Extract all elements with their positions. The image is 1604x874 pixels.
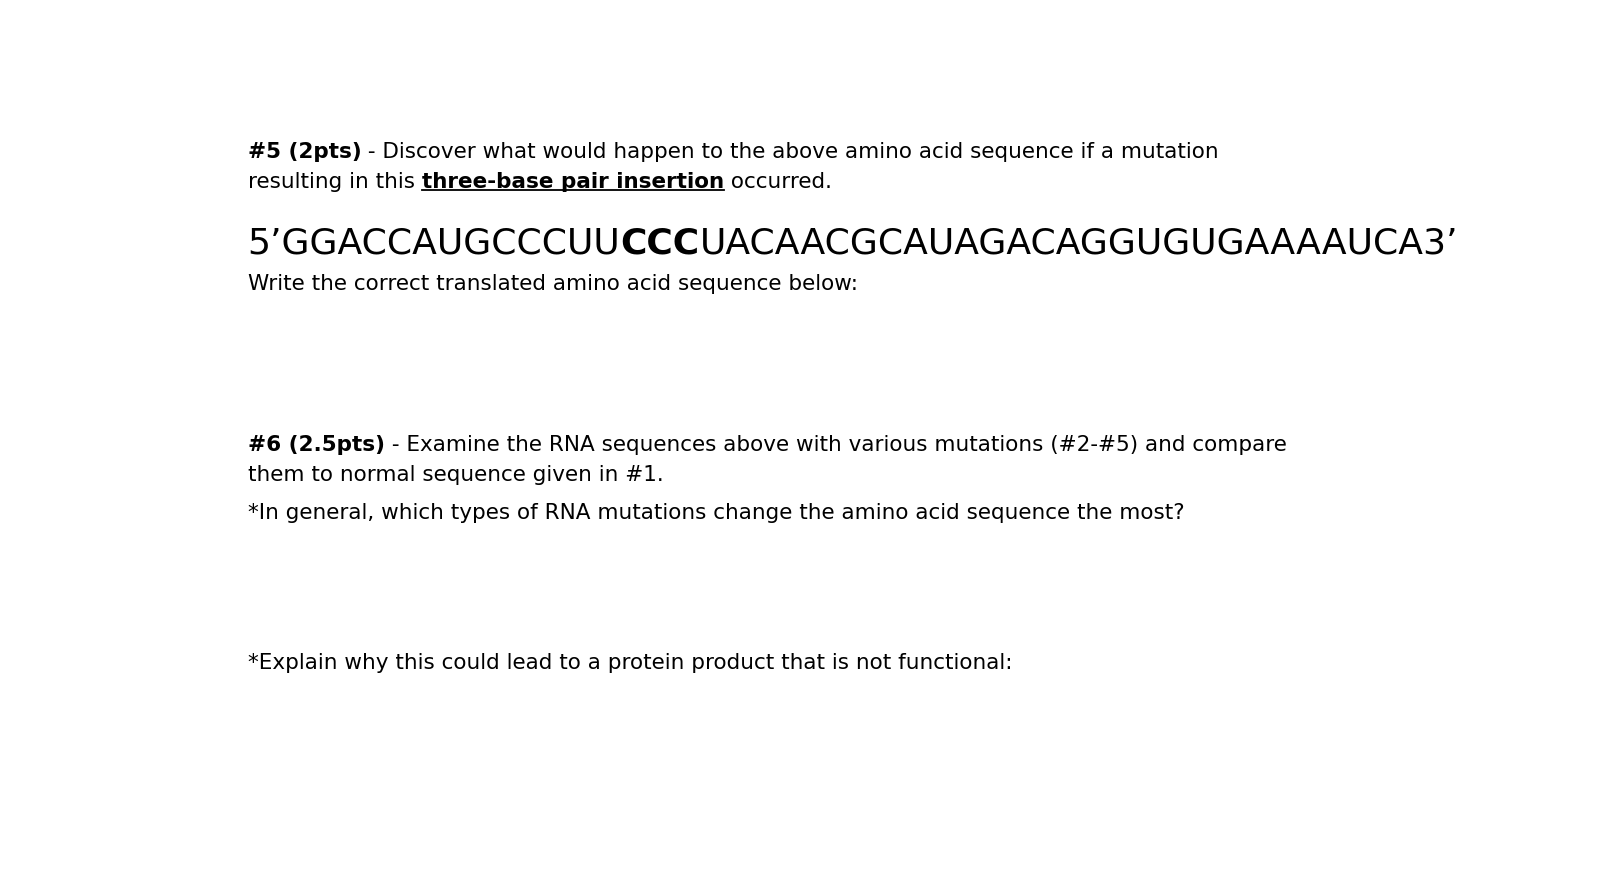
Text: resulting in this: resulting in this [247, 172, 422, 192]
Text: - Discover what would happen to the above amino acid sequence if a mutation: - Discover what would happen to the abov… [361, 142, 1219, 162]
Text: UACAACGCAUAGACAGGUGUGAAAAUCA3’: UACAACGCAUAGACAGGUGUGAAAAUCA3’ [699, 226, 1458, 260]
Text: 5’GGACCAUGCCCUU: 5’GGACCAUGCCCUU [247, 226, 621, 260]
Text: *In general, which types of RNA mutations change the amino acid sequence the mos: *In general, which types of RNA mutation… [247, 503, 1184, 524]
Text: them to normal sequence given in #1.: them to normal sequence given in #1. [247, 465, 664, 485]
Text: Write the correct translated amino acid sequence below:: Write the correct translated amino acid … [247, 274, 858, 295]
Text: *Explain why this could lead to a protein product that is not functional:: *Explain why this could lead to a protei… [247, 654, 1012, 673]
Text: #5 (2pts): #5 (2pts) [247, 142, 361, 162]
Text: CCC: CCC [621, 226, 699, 260]
Text: occurred.: occurred. [723, 172, 832, 192]
Text: - Examine the RNA sequences above with various mutations (#2-#5) and compare: - Examine the RNA sequences above with v… [385, 434, 1286, 454]
Text: three-base pair insertion: three-base pair insertion [422, 172, 723, 192]
Text: #6 (2.5pts): #6 (2.5pts) [247, 434, 385, 454]
